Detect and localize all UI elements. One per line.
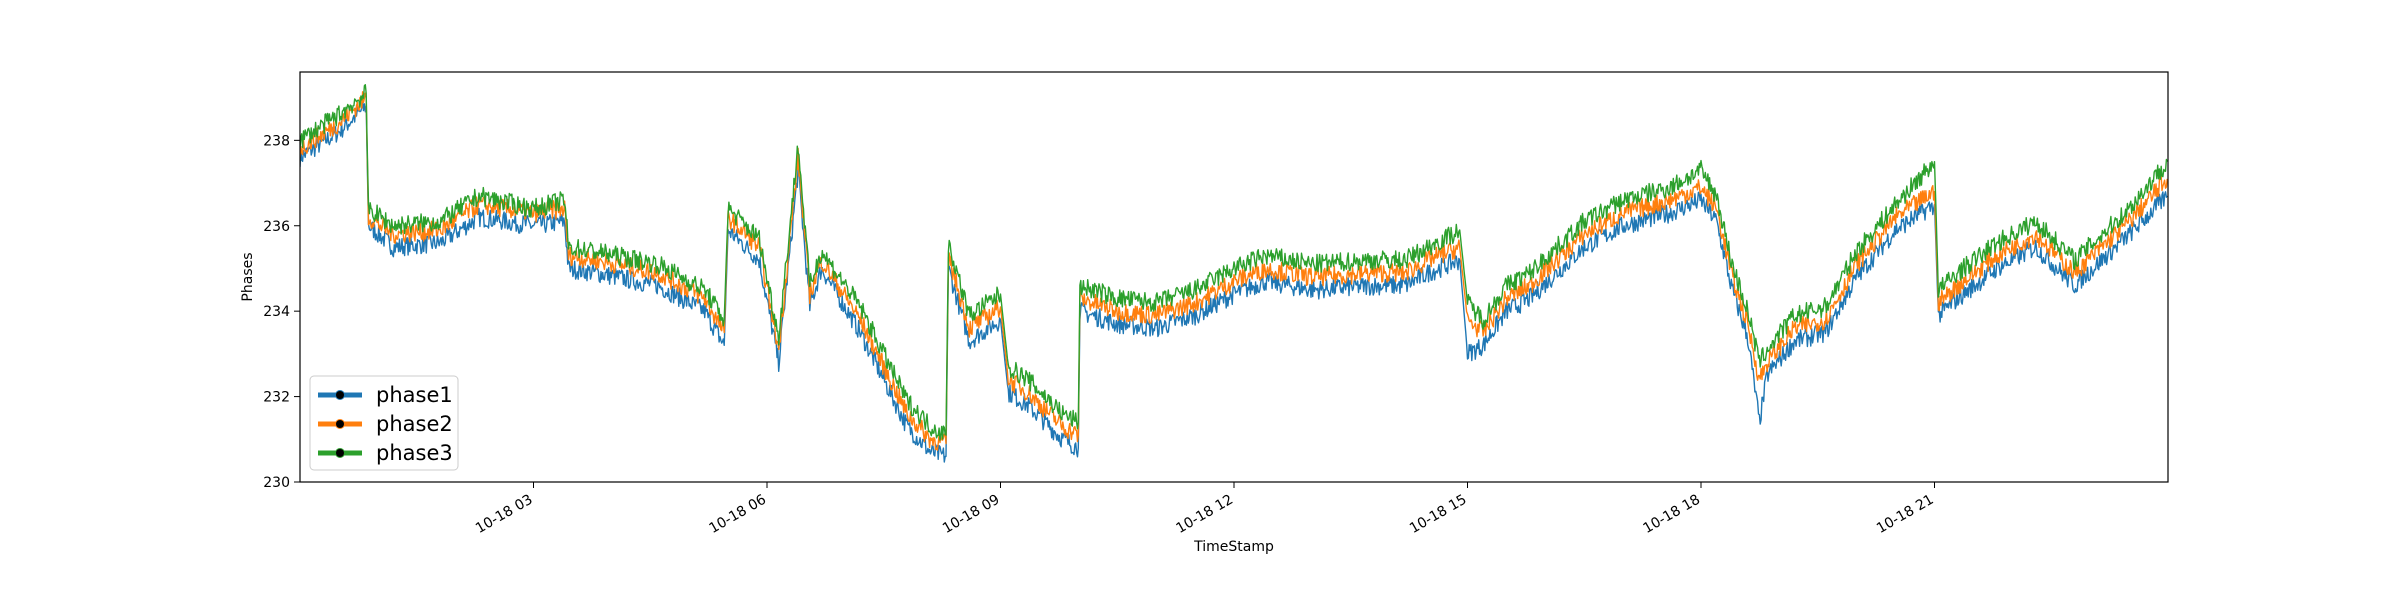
legend-marker-phase2 — [335, 419, 345, 429]
x-axis-label: TimeStamp — [1193, 539, 1274, 555]
y-tick-label: 230 — [263, 475, 290, 491]
legend-label-phase3: phase3 — [376, 441, 453, 465]
y-tick-label: 234 — [263, 304, 290, 320]
legend: phase1 phase2 phase3 — [309, 375, 459, 471]
series-line-phase1 — [300, 100, 2168, 463]
y-tick-label: 232 — [263, 390, 290, 406]
series-line-phase3 — [300, 83, 2168, 441]
legend-label-phase2: phase2 — [376, 412, 453, 436]
y-tick-label: 236 — [263, 219, 290, 235]
y-axis: 230 232 234 236 238 — [263, 133, 300, 491]
y-tick-label: 238 — [263, 133, 290, 149]
legend-marker-phase1 — [335, 390, 345, 400]
legend-box — [309, 375, 459, 471]
legend-label-phase1: phase1 — [376, 383, 453, 407]
series-layer — [300, 83, 2168, 463]
y-axis-label: Phases — [240, 252, 256, 301]
legend-marker-phase3 — [335, 448, 345, 458]
